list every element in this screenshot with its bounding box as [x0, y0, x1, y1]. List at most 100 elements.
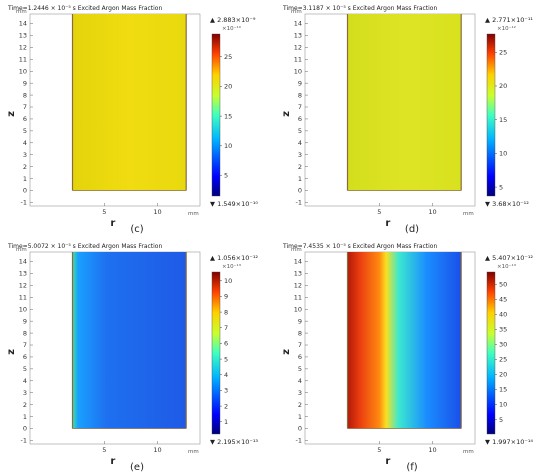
y-tick-label: 5: [298, 365, 302, 373]
y-tick-label: 13: [294, 32, 302, 40]
panel-d: Time=3.1187 × 10⁻⁵ s Excited Argon Mass …: [281, 5, 533, 235]
colorbar-tick-label: 9: [224, 293, 228, 301]
colorbar-tick-label: 10: [499, 401, 507, 409]
y-tick-label: 6: [298, 353, 302, 361]
time-text: Time=5.0072 × 10⁻⁵ s: [7, 243, 78, 250]
colorbar-tick-label: 20: [499, 371, 507, 379]
y-tick-label: 9: [298, 79, 302, 87]
y-axis-label: z: [281, 349, 292, 355]
y-tick-label: 12: [19, 44, 27, 52]
y-tick-label: 4: [23, 377, 27, 385]
y-tick-label: 0: [23, 425, 27, 433]
panel-caption: (d): [405, 224, 419, 235]
colorbar-tick-label: 25: [499, 356, 507, 364]
y-tick-label: 0: [298, 425, 302, 433]
field-region: [72, 14, 187, 191]
colorbar: [486, 271, 496, 435]
x-tick-label: 5: [102, 446, 106, 454]
colorbar-exponent: ×10⁻¹²: [497, 25, 516, 32]
colorbar: [211, 33, 221, 197]
y-tick-label: 12: [294, 44, 302, 52]
plot-title: Excited Argon Mass Fraction: [78, 5, 163, 12]
colorbar-tick-label: 6: [224, 340, 228, 348]
y-tick-label: 7: [298, 341, 302, 349]
y-tick-label: 0: [23, 187, 27, 195]
y-tick-label: 2: [298, 401, 302, 409]
y-tick-label: 7: [23, 341, 27, 349]
x-axis-label: r: [110, 218, 115, 229]
y-tick-label: 3: [298, 389, 302, 397]
y-tick-label: 11: [19, 56, 27, 64]
panel-caption: (f): [406, 462, 417, 473]
colorbar-tick-label: 5: [224, 172, 228, 180]
colorbar-max: ▲ 2.771×10⁻¹¹: [485, 16, 533, 24]
colorbar-tick-label: 5: [499, 416, 503, 424]
y-tick-label: 6: [298, 115, 302, 123]
colorbar: [486, 33, 496, 197]
y-tick-label: 10: [294, 67, 302, 75]
y-tick-label: 7: [23, 103, 27, 111]
y-tick-label: 11: [294, 56, 302, 64]
y-tick-label: -1: [21, 199, 27, 207]
x-tick-label: 5: [377, 446, 381, 454]
colorbar-max: ▲ 1.056×10⁻¹²: [210, 254, 258, 262]
colorbar-tick-label: 7: [224, 324, 228, 332]
y-tick-label: 5: [298, 127, 302, 135]
colorbar-tick-label: 5: [499, 183, 503, 191]
y-tick-label: 2: [298, 163, 302, 171]
x-tick-label: 5: [102, 208, 106, 216]
colorbar-min: ▼ 2.195×10⁻¹³: [210, 438, 258, 446]
field-region: [72, 252, 187, 429]
colorbar-min: ▼ 3.68×10⁻¹²: [485, 200, 529, 208]
y-tick-label: 3: [298, 151, 302, 159]
x-tick-label: 5: [377, 208, 381, 216]
colorbar-tick-label: 15: [499, 116, 507, 124]
y-tick-label: 11: [19, 294, 27, 302]
y-tick-label: 10: [19, 67, 27, 75]
x-unit: mm: [188, 449, 199, 455]
colorbar-tick-label: 1: [224, 418, 228, 426]
x-tick-label: 10: [153, 446, 161, 454]
colorbar-tick-label: 50: [499, 280, 507, 288]
y-tick-label: 14: [294, 20, 302, 28]
colorbar-tick-label: 10: [499, 150, 507, 158]
y-tick-label: 8: [298, 329, 302, 337]
time-text: Time=7.4535 × 10⁻⁵ s: [282, 243, 353, 250]
panel-caption: (e): [130, 462, 144, 473]
colorbar-tick-label: 20: [224, 83, 232, 91]
y-tick-label: 3: [23, 151, 27, 159]
panel-e: Time=5.0072 × 10⁻⁵ s Excited Argon Mass …: [6, 243, 258, 473]
y-tick-label: 10: [19, 305, 27, 313]
colorbar-tick-label: 15: [499, 386, 507, 394]
y-tick-label: 12: [19, 282, 27, 290]
y-tick-label: 5: [23, 365, 27, 373]
y-unit: mm: [16, 247, 27, 253]
y-tick-label: 1: [23, 413, 27, 421]
colorbar-tick-label: 2: [224, 402, 228, 410]
colorbar-tick-label: 15: [224, 112, 232, 120]
colorbar-tick-label: 10: [224, 142, 232, 150]
x-unit: mm: [463, 449, 474, 455]
y-tick-label: 6: [23, 115, 27, 123]
x-axis-label: r: [385, 456, 390, 467]
colorbar-tick-label: 35: [499, 326, 507, 334]
y-tick-label: 9: [23, 317, 27, 325]
colorbar-max: ▲ 5.407×10⁻¹²: [485, 254, 533, 262]
y-tick-label: 13: [294, 270, 302, 278]
colorbar: [211, 271, 221, 435]
x-tick-label: 10: [428, 446, 436, 454]
panel-f: Time=7.4535 × 10⁻⁵ s Excited Argon Mass …: [281, 243, 533, 473]
colorbar-tick-label: 40: [499, 311, 507, 319]
field-region: [347, 14, 462, 191]
x-axis-label: r: [385, 218, 390, 229]
x-unit: mm: [463, 211, 474, 217]
time-text: Time=1.2446 × 10⁻⁵ s: [7, 5, 78, 12]
y-tick-label: 12: [294, 282, 302, 290]
colorbar-tick-label: 25: [499, 48, 507, 56]
y-unit: mm: [291, 9, 302, 15]
y-tick-label: 13: [19, 270, 27, 278]
y-tick-label: 11: [294, 294, 302, 302]
x-tick-label: 10: [428, 208, 436, 216]
y-tick-label: 8: [23, 91, 27, 99]
